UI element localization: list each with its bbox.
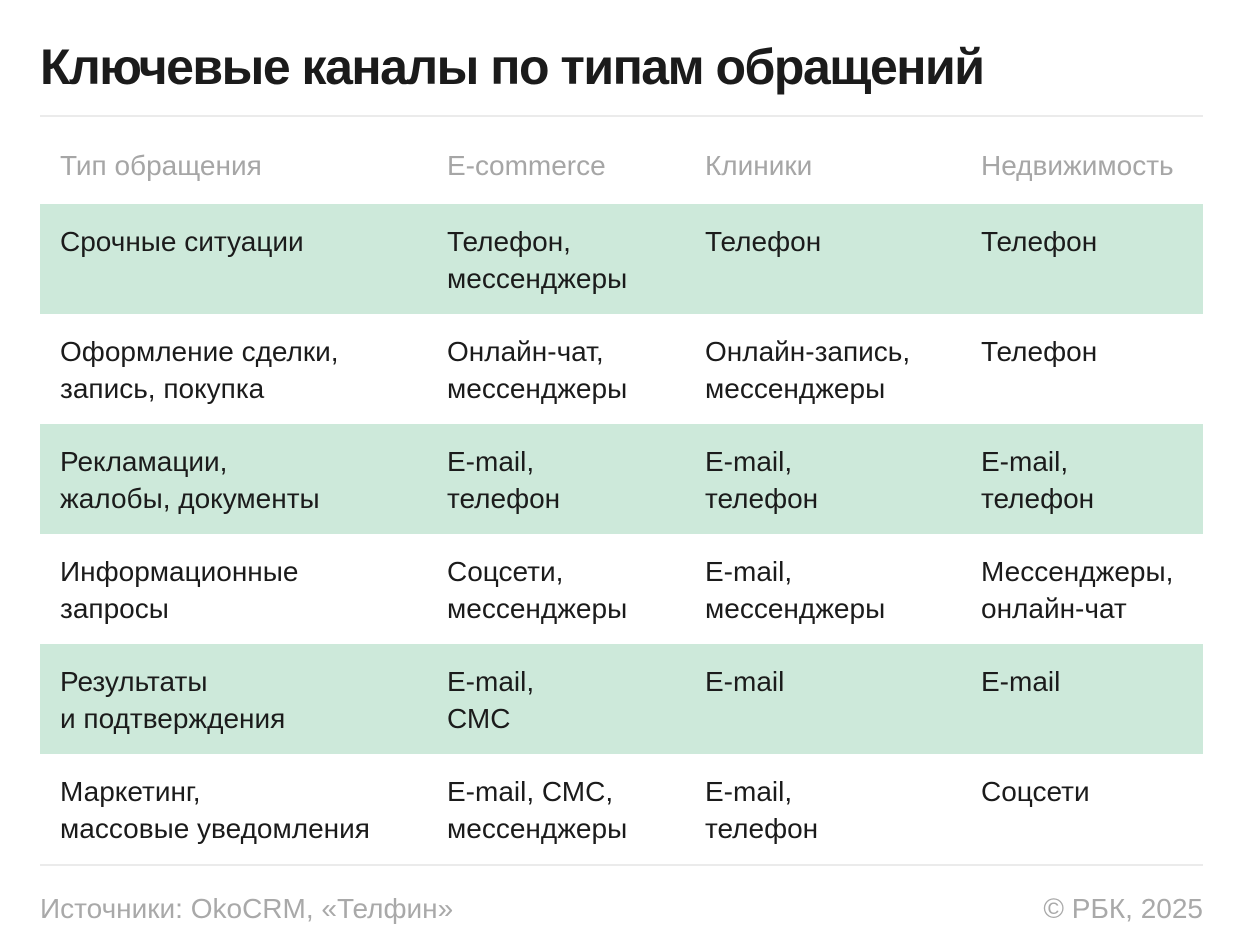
header-divider — [40, 115, 1203, 117]
cell-ecommerce: E-mail, СМС, мессенджеры — [447, 776, 628, 844]
table-row-info-requests: Информационные запросы Соцсети, мессендж… — [40, 534, 1203, 644]
table-row-urgent: Срочные ситуации Телефон, мессенджеры Те… — [40, 204, 1203, 314]
column-header-ecommerce: E-commerce — [447, 150, 606, 181]
table-body: Срочные ситуации Телефон, мессенджеры Те… — [40, 204, 1203, 864]
cell-ecommerce: E-mail, СМС — [447, 666, 535, 734]
page-title: Ключевые каналы по типам обращений — [40, 39, 985, 95]
cell-request-type: Информационные запросы — [60, 556, 299, 624]
table-row-results: Результаты и подтверждения E-mail, СМС E… — [40, 644, 1203, 754]
cell-clinics: E-mail — [705, 666, 785, 697]
column-header-request-type: Тип обращения — [60, 150, 262, 181]
data-table: Тип обращения E-commerce Клиники Недвижи… — [40, 117, 1203, 864]
cell-ecommerce: Телефон, мессенджеры — [447, 226, 628, 294]
cell-real-estate: Телефон — [981, 226, 1098, 257]
cell-real-estate: Телефон — [981, 336, 1098, 367]
cell-real-estate: Соцсети — [981, 776, 1090, 807]
cell-request-type: Оформление сделки, запись, покупка — [60, 336, 339, 404]
column-header-clinics: Клиники — [705, 150, 813, 181]
table-row-deal: Оформление сделки, запись, покупка Онлай… — [40, 314, 1203, 424]
infographic: Ключевые каналы по типам обращений Тип о… — [0, 40, 1240, 925]
cell-request-type: Маркетинг, массовые уведомления — [60, 776, 370, 844]
footer: Источники: OkoCRM, «Телфин» © РБК, 2025 — [40, 866, 1203, 925]
cell-real-estate: E-mail, телефон — [981, 446, 1095, 514]
column-header-real-estate: Недвижимость — [981, 150, 1174, 181]
cell-real-estate: Мессенджеры, онлайн-чат — [981, 556, 1174, 624]
cell-request-type: Результаты и подтверждения — [60, 666, 286, 734]
table-row-marketing: Маркетинг, массовые уведомления E-mail, … — [40, 754, 1203, 864]
cell-request-type: Срочные ситуации — [60, 226, 304, 257]
cell-clinics: E-mail, мессенджеры — [705, 556, 886, 624]
cell-ecommerce: Соцсети, мессенджеры — [447, 556, 628, 624]
table-header-row: Тип обращения E-commerce Клиники Недвижи… — [40, 117, 1203, 204]
copyright: © РБК, 2025 — [1043, 893, 1203, 924]
cell-clinics: Онлайн-запись, мессенджеры — [705, 336, 911, 404]
cell-ecommerce: E-mail, телефон — [447, 446, 561, 514]
table-row-complaints: Рекламации, жалобы, документы E-mail, те… — [40, 424, 1203, 534]
cell-clinics: E-mail, телефон — [705, 446, 819, 514]
cell-clinics: E-mail, телефон — [705, 776, 819, 844]
cell-real-estate: E-mail — [981, 666, 1061, 697]
source-credit: Источники: OkoCRM, «Телфин» — [40, 893, 454, 924]
cell-ecommerce: Онлайн-чат, мессенджеры — [447, 336, 628, 404]
cell-clinics: Телефон — [705, 226, 822, 257]
footer-divider — [40, 864, 1203, 866]
cell-request-type: Рекламации, жалобы, документы — [60, 446, 320, 514]
